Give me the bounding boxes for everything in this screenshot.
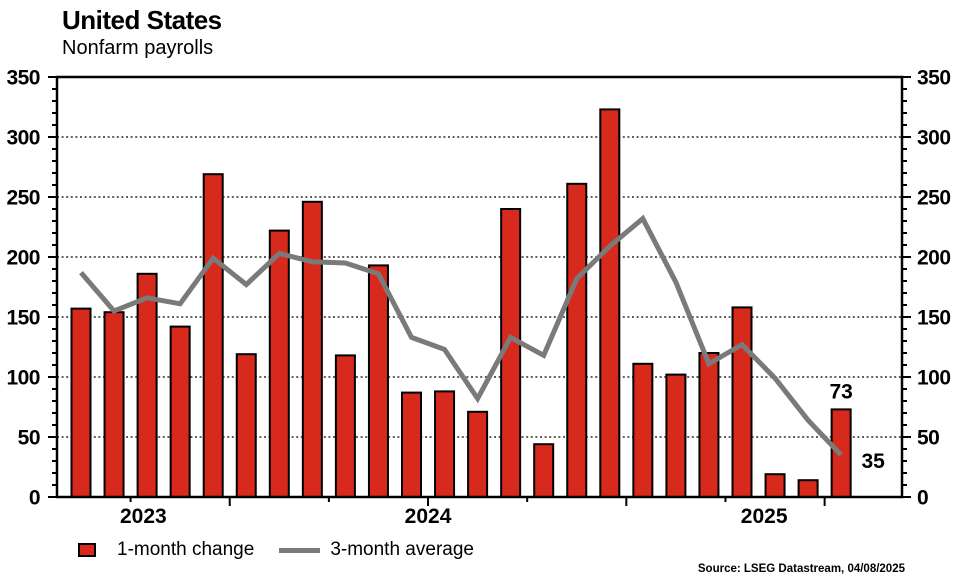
annotation-173: 73 xyxy=(829,380,852,403)
annotations: 73 35 xyxy=(829,380,885,473)
average-line xyxy=(79,214,843,457)
bar-Jun 2025 xyxy=(797,479,819,499)
bar-Dec 2024 xyxy=(599,108,621,499)
bar-Nov 2024 xyxy=(566,182,588,499)
bar-Nov 2023 xyxy=(169,325,191,498)
bar-May 2024 xyxy=(367,264,389,498)
bar-series xyxy=(70,108,852,499)
year-label-2025: 2025 xyxy=(741,505,788,528)
y-label-right: 300 xyxy=(917,127,951,150)
bar-Feb 2025 xyxy=(665,373,687,499)
year-label-2023: 2023 xyxy=(120,505,167,528)
legend-line-swatch-icon xyxy=(279,547,321,553)
y-label-left: 250 xyxy=(6,187,40,210)
y-label-right: 350 xyxy=(917,67,951,90)
gridlines xyxy=(57,136,902,438)
x-ticks xyxy=(129,498,826,506)
y-label-left: 100 xyxy=(6,367,40,390)
bar-Jan 2025 xyxy=(632,362,654,498)
y-ticks xyxy=(48,76,911,498)
bar-Jul 2024 xyxy=(434,390,456,498)
y-axis-labels: 0 0 50 50 100 100 150 150 200 200 250 250 300 300 350 3… xyxy=(6,67,951,510)
y-label-left: 350 xyxy=(6,67,40,90)
source-note: Source: LSEG Datastream, 04/08/2025 xyxy=(697,563,905,575)
bar-May 2025 xyxy=(764,473,786,499)
bar-Aug 2023 xyxy=(70,307,92,498)
bar-Jan 2024 xyxy=(235,353,257,499)
legend-bar-swatch-icon xyxy=(78,543,96,557)
bar-Oct 2023 xyxy=(136,272,158,498)
y-label-right: 100 xyxy=(917,367,951,390)
legend-line-label: 3-month average xyxy=(330,539,474,560)
bar-Sep 2023 xyxy=(103,311,125,499)
bar-Dec 2023 xyxy=(202,173,224,498)
y-label-left: 150 xyxy=(6,307,40,330)
chart-title: United States xyxy=(62,5,222,35)
y-label-right: 150 xyxy=(917,307,951,330)
y-label-right: 50 xyxy=(917,427,939,450)
plot-frame xyxy=(55,75,904,499)
bar-Apr 2024 xyxy=(334,354,356,498)
bar-Aug 2024 xyxy=(467,410,489,498)
chart-subtitle: Nonfarm payrolls xyxy=(62,37,214,59)
y-label-left: 0 xyxy=(29,487,40,510)
y-label-right: 250 xyxy=(917,187,951,210)
bar-Feb 2024 xyxy=(268,229,290,498)
annotation-335: 35 xyxy=(861,450,885,473)
legend: 1-month change 3-month average xyxy=(78,538,474,562)
y-label-left: 200 xyxy=(6,247,40,270)
bar-Apr 2025 xyxy=(731,306,753,498)
y-label-left: 50 xyxy=(18,427,40,450)
bar-Oct 2024 xyxy=(533,443,555,499)
year-label-2024: 2024 xyxy=(405,505,452,528)
bar-Mar 2024 xyxy=(301,200,323,499)
y-label-right: 200 xyxy=(917,247,951,270)
bar-Jun 2024 xyxy=(401,391,422,499)
y-label-left: 300 xyxy=(6,127,40,150)
legend-bar-label: 1-month change xyxy=(117,539,255,560)
y-label-right: 0 xyxy=(917,487,928,510)
bar-Mar 2025 xyxy=(698,352,720,498)
x-axis-year-labels: 2023 2024 2025 xyxy=(120,505,788,528)
